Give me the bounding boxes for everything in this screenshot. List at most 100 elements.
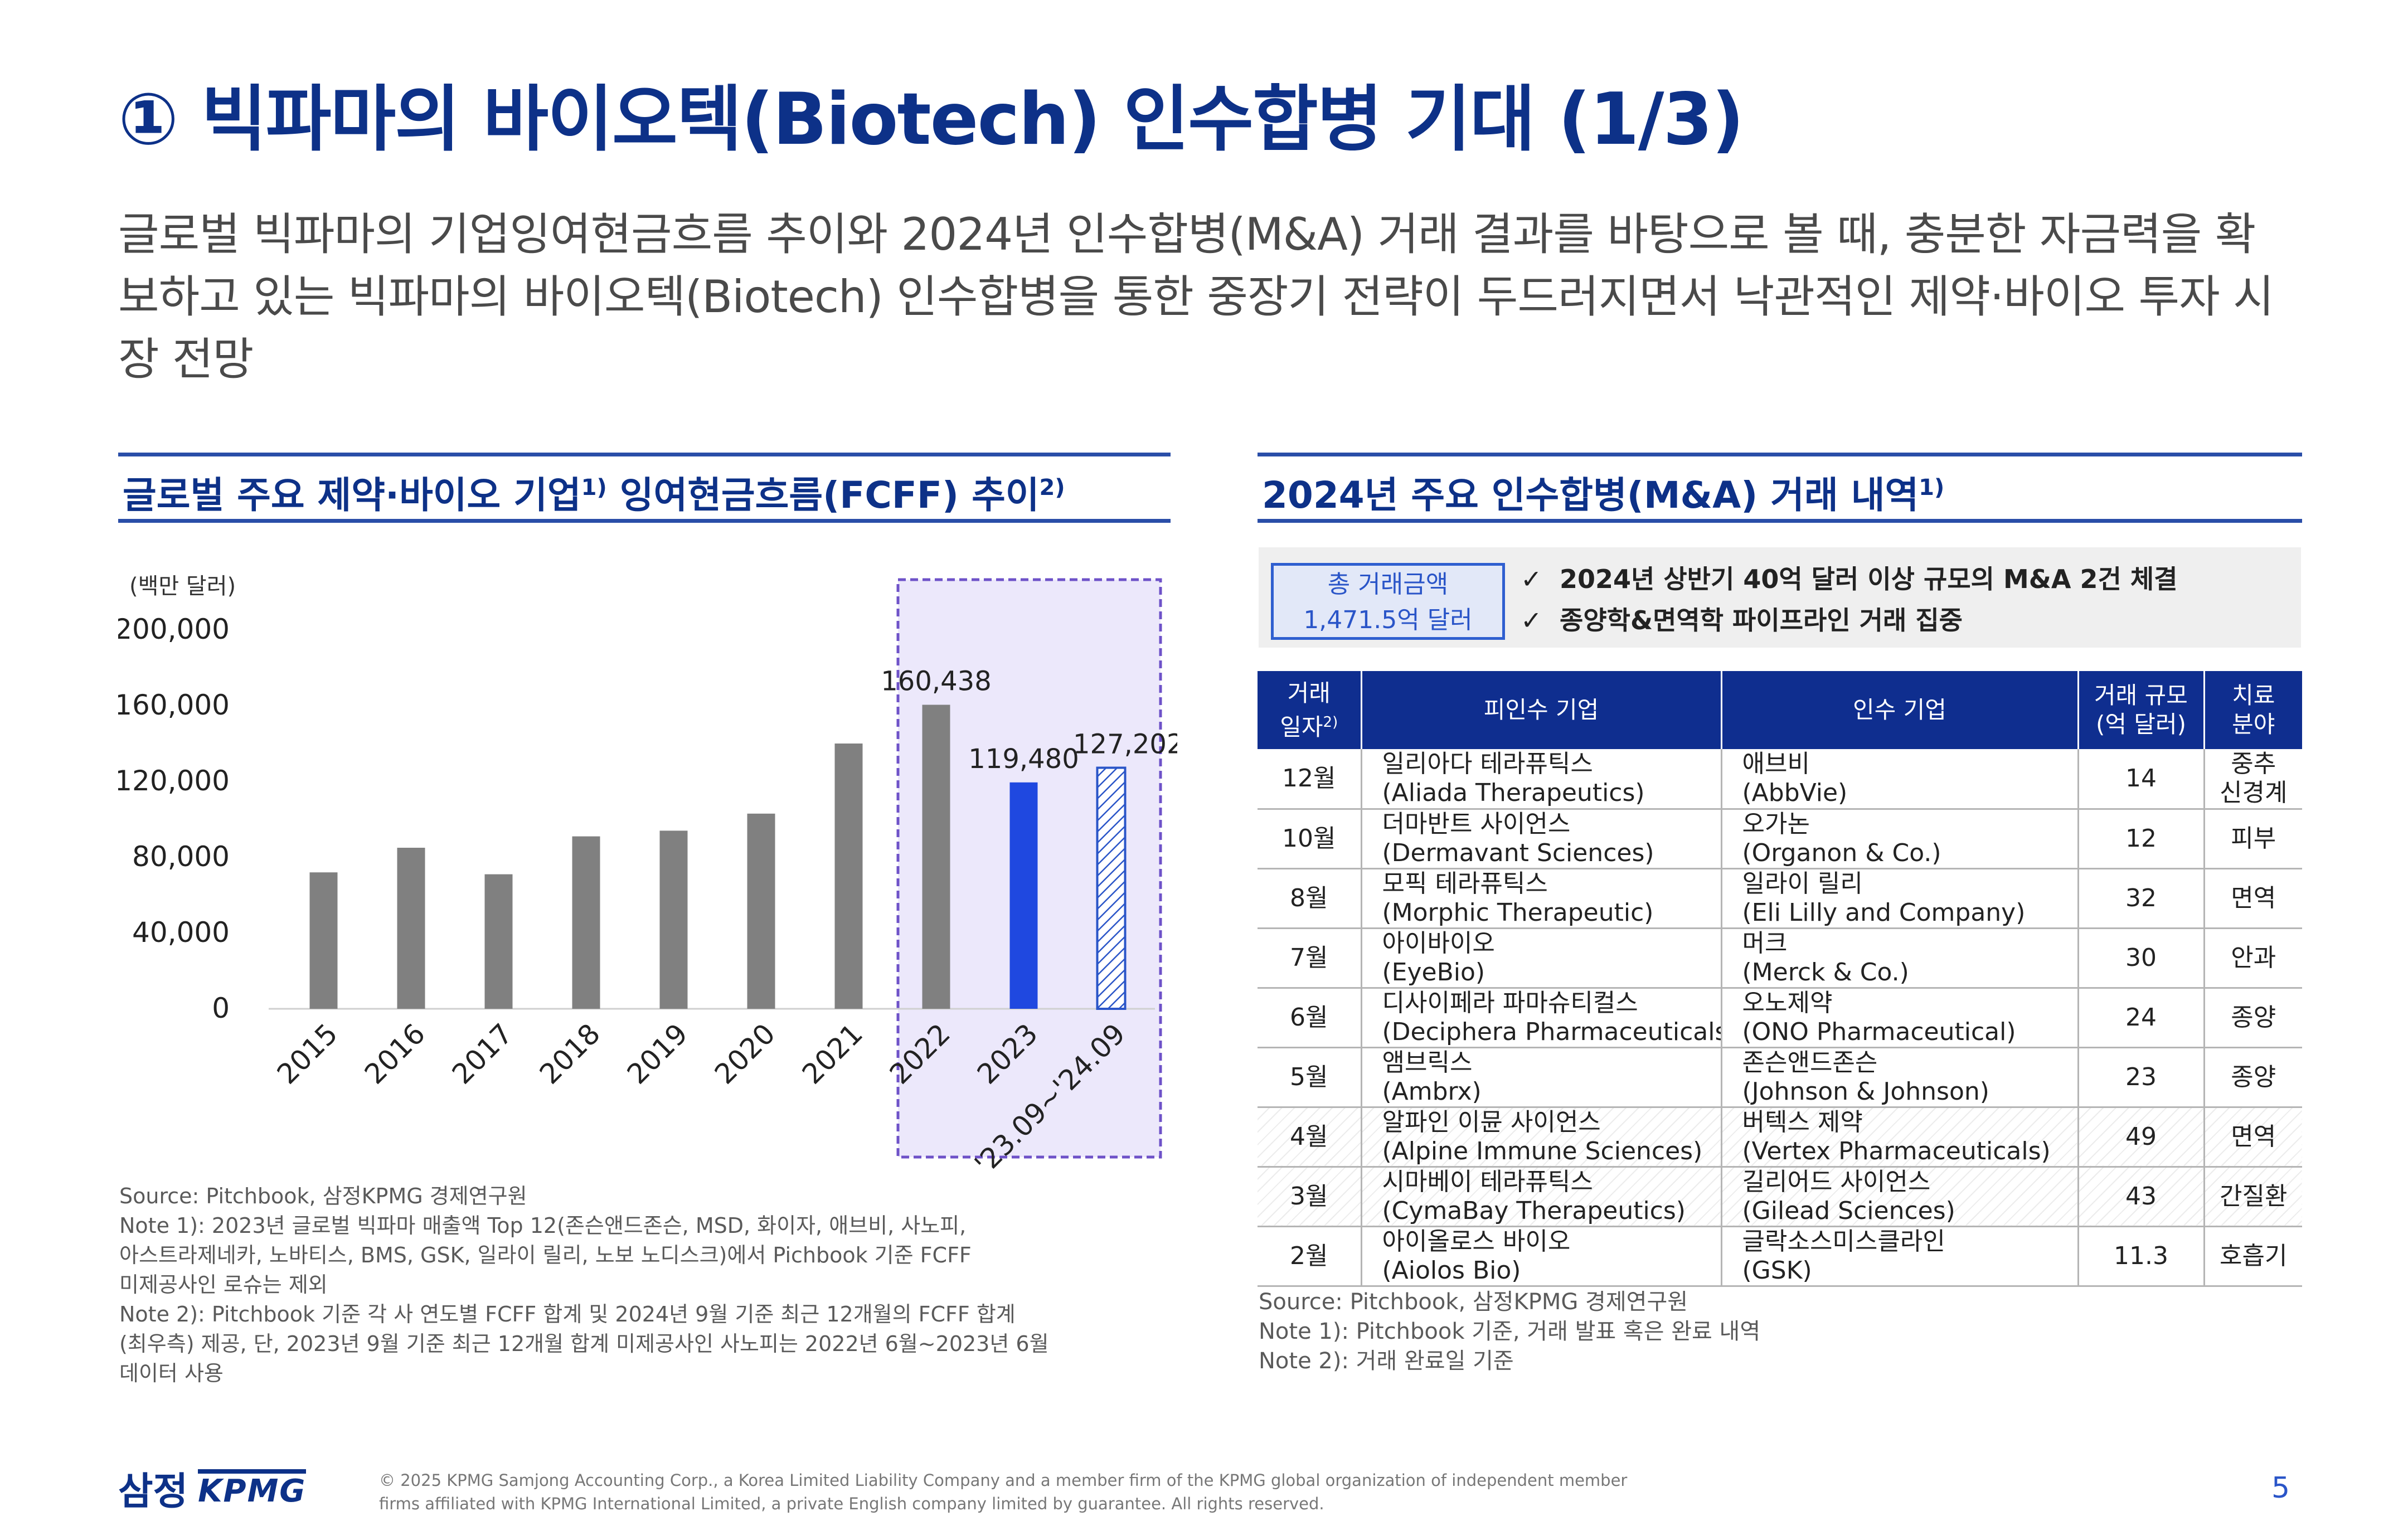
bar <box>1009 782 1038 1009</box>
bar <box>747 813 775 1009</box>
summary-point: ✓ 2024년 상반기 40억 달러 이상 규모의 M&A 2건 체결 <box>1521 558 2177 600</box>
deal-date-cell: 5월 <box>1258 1047 1362 1108</box>
y-tick-label: 80,000 <box>132 840 230 873</box>
therapy-area-cell: 피부 <box>2204 809 2302 869</box>
therapy-area-cell: 종양 <box>2204 1047 2302 1108</box>
acquirer-cell: 버텍스 제약 (Vertex Pharmaceuticals) <box>1721 1107 2079 1168</box>
left-note-line: (최우측) 제공, 단, 2023년 9월 기준 최근 12개월 합계 미제공사… <box>119 1332 1049 1356</box>
check-icon: ✓ <box>1521 605 1542 635</box>
left-note-line: 아스트라제네카, 노바티스, BMS, GSK, 일라이 릴리, 노보 노디스크… <box>119 1243 972 1267</box>
deal-date-cell: 7월 <box>1258 928 1362 989</box>
deal-size-cell: 11.3 <box>2078 1226 2205 1287</box>
ma-heading-sup: 1) <box>1919 475 1945 501</box>
therapy-area-cell: 중추 신경계 <box>2204 749 2302 810</box>
bar-value-label: 119,480 <box>968 744 1079 775</box>
ma-deals-table: 거래 일자2) 피인수 기업 인수 기업 거래 규모 (억 달러) 치료 분야 12월… <box>1258 671 2302 1287</box>
x-tick-label: 2015 <box>271 1017 344 1090</box>
company-logo: 삼정 KPMG <box>118 1460 307 1514</box>
deal-date-cell: 8월 <box>1258 868 1362 929</box>
right-note-line: Note 1): Pitchbook 기준, 거래 발표 혹은 완료 내역 <box>1259 1319 1761 1344</box>
col-header-area: 치료 분야 <box>2204 671 2302 749</box>
table-row: 4월 알파인 이뮨 사이언스 (Alpine Immune Sciences) 버텍스… <box>1258 1107 2302 1168</box>
deal-size-cell: 49 <box>2078 1107 2205 1168</box>
target-cell: 아이바이오 (EyeBio) <box>1361 928 1722 989</box>
bar <box>922 704 950 1009</box>
bar-value-label: 127,202 <box>1073 729 1177 760</box>
table-header-row: 거래 일자2) 피인수 기업 인수 기업 거래 규모 (억 달러) 치료 분야 <box>1258 671 2302 749</box>
right-note-line: Note 2): 거래 완료일 기준 <box>1259 1348 1514 1374</box>
target-cell: 시마베이 테라퓨틱스 (CymaBay Therapeutics) <box>1361 1167 1722 1227</box>
right-notes: Source: Pitchbook, 삼정KPMG 경제연구원 Note 1):… <box>1259 1287 2295 1376</box>
col-header-acquirer: 인수 기업 <box>1721 671 2079 749</box>
target-cell: 앰브릭스 (Ambrx) <box>1361 1047 1722 1108</box>
chart-unit-label: (백만 달러) <box>129 574 236 599</box>
therapy-area-cell: 종양 <box>2204 988 2302 1048</box>
col-header-target: 피인수 기업 <box>1361 671 1722 749</box>
bar-value-label: 160,438 <box>881 666 992 697</box>
total-deal-box: 총 거래금액 1,471.5억 달러 <box>1271 563 1505 640</box>
fcff-heading-mid: 잉여현금흐름(FCFF) 추이 <box>606 474 1040 517</box>
target-cell: 디사이페라 파마슈티컬스 (Deciphera Pharmaceuticals) <box>1361 988 1722 1048</box>
page-title: ① 빅파마의 바이오텍(Biotech) 인수합병 기대 (1/3) <box>118 78 1744 161</box>
y-tick-label: 160,000 <box>118 689 230 721</box>
deal-size-cell: 14 <box>2078 749 2205 810</box>
fcff-bar-chart: (백만 달러) 0 40,000 80,000 120,000 160,000 200,0… <box>118 574 1177 1176</box>
target-cell: 아이올로스 바이오 (Aiolos Bio) <box>1361 1226 1722 1287</box>
table-row: 10월 더마반트 사이언스 (Dermavant Sciences) 오가논 (Orga… <box>1258 809 2302 869</box>
intro-text: 글로벌 빅파마의 기업잉여현금흐름 추이와 2024년 인수합병(M&A) 거래… <box>118 208 2274 385</box>
ma-section-heading: 2024년 주요 인수합병(M&A) 거래 내역1) <box>1258 453 2302 523</box>
summary-points: ✓ 2024년 상반기 40억 달러 이상 규모의 M&A 2건 체결 ✓ 종양학&… <box>1521 558 2177 641</box>
target-cell: 더마반트 사이언스 (Dermavant Sciences) <box>1361 809 1722 869</box>
deal-date-cell: 12월 <box>1258 749 1362 810</box>
bar <box>834 744 863 1009</box>
page-number: 5 <box>2271 1471 2290 1505</box>
fcff-section-heading: 글로벌 주요 제약·바이오 기업1) 잉여현금흐름(FCFF) 추이2) <box>118 453 1171 523</box>
deal-date-cell: 4월 <box>1258 1107 1362 1168</box>
acquirer-cell: 일라이 릴리 (Eli Lilly and Company) <box>1721 868 2079 929</box>
left-note-line: 데이터 사용 <box>119 1361 224 1386</box>
target-cell: 일리아다 테라퓨틱스 (Aliada Therapeutics) <box>1361 749 1722 810</box>
therapy-area-cell: 호흡기 <box>2204 1226 2302 1287</box>
bar <box>659 830 688 1009</box>
bar <box>484 874 513 1009</box>
target-cell: 알파인 이뮨 사이언스 (Alpine Immune Sciences) <box>1361 1107 1722 1168</box>
col-header-size: 거래 규모 (억 달러) <box>2078 671 2205 749</box>
table-row: 5월 앰브릭스 (Ambrx) 존슨앤드존슨 (Johnson & Johnson) 23… <box>1258 1047 2302 1108</box>
target-cell: 모픽 테라퓨틱스 (Morphic Therapeutic) <box>1361 868 1722 929</box>
acquirer-cell: 오노제약 (ONO Pharmaceutical) <box>1721 988 2079 1048</box>
check-icon: ✓ <box>1521 564 1542 594</box>
deal-size-cell: 24 <box>2078 988 2205 1048</box>
table-row: 8월 모픽 테라퓨틱스 (Morphic Therapeutic) 일라이 릴리 (El… <box>1258 868 2302 929</box>
x-tick-label: 2016 <box>358 1017 431 1090</box>
therapy-area-cell: 간질환 <box>2204 1167 2302 1227</box>
x-tick-label: 2021 <box>796 1017 869 1090</box>
y-tick-label: 40,000 <box>132 916 230 949</box>
therapy-area-cell: 면역 <box>2204 1107 2302 1168</box>
deal-size-cell: 30 <box>2078 928 2205 989</box>
total-deal-value: 1,471.5억 달러 <box>1303 606 1473 634</box>
table-row: 3월 시마베이 테라퓨틱스 (CymaBay Therapeutics) 길리어드 사… <box>1258 1167 2302 1227</box>
col-header-date: 거래 일자2) <box>1258 671 1362 749</box>
y-tick-label: 120,000 <box>118 765 230 797</box>
logo-korean-text: 삼정 <box>118 1470 188 1514</box>
acquirer-cell: 오가논 (Organon & Co.) <box>1721 809 2079 869</box>
acquirer-cell: 존슨앤드존슨 (Johnson & Johnson) <box>1721 1047 2079 1108</box>
x-tick-label: 2019 <box>621 1017 694 1090</box>
bar <box>1096 766 1127 1010</box>
table-row: 6월 디사이페라 파마슈티컬스 (Deciphera Pharmaceuticals… <box>1258 988 2302 1048</box>
deal-date-cell: 10월 <box>1258 809 1362 869</box>
deal-size-cell: 23 <box>2078 1047 2205 1108</box>
total-deal-label: 총 거래금액 <box>1327 570 1449 599</box>
therapy-area-cell: 안과 <box>2204 928 2302 989</box>
table-row: 2월 아이올로스 바이오 (Aiolos Bio) 글락소스미스클라인 (GSK) 11.… <box>1258 1226 2302 1287</box>
deal-date-cell: 6월 <box>1258 988 1362 1048</box>
acquirer-cell: 애브비 (AbbVie) <box>1721 749 2079 810</box>
therapy-area-cell: 면역 <box>2204 868 2302 929</box>
fcff-heading-text: 글로벌 주요 제약·바이오 기업 <box>123 474 581 517</box>
left-note-line: Note 2): Pitchbook 기준 각 사 연도별 FCFF 합계 및 … <box>119 1302 1016 1326</box>
deal-size-cell: 43 <box>2078 1167 2205 1227</box>
deal-size-cell: 12 <box>2078 809 2205 869</box>
ma-heading-text: 2024년 주요 인수합병(M&A) 거래 내역 <box>1262 474 1919 517</box>
fcff-heading-sup1: 1) <box>581 475 607 501</box>
deal-date-cell: 2월 <box>1258 1226 1362 1287</box>
